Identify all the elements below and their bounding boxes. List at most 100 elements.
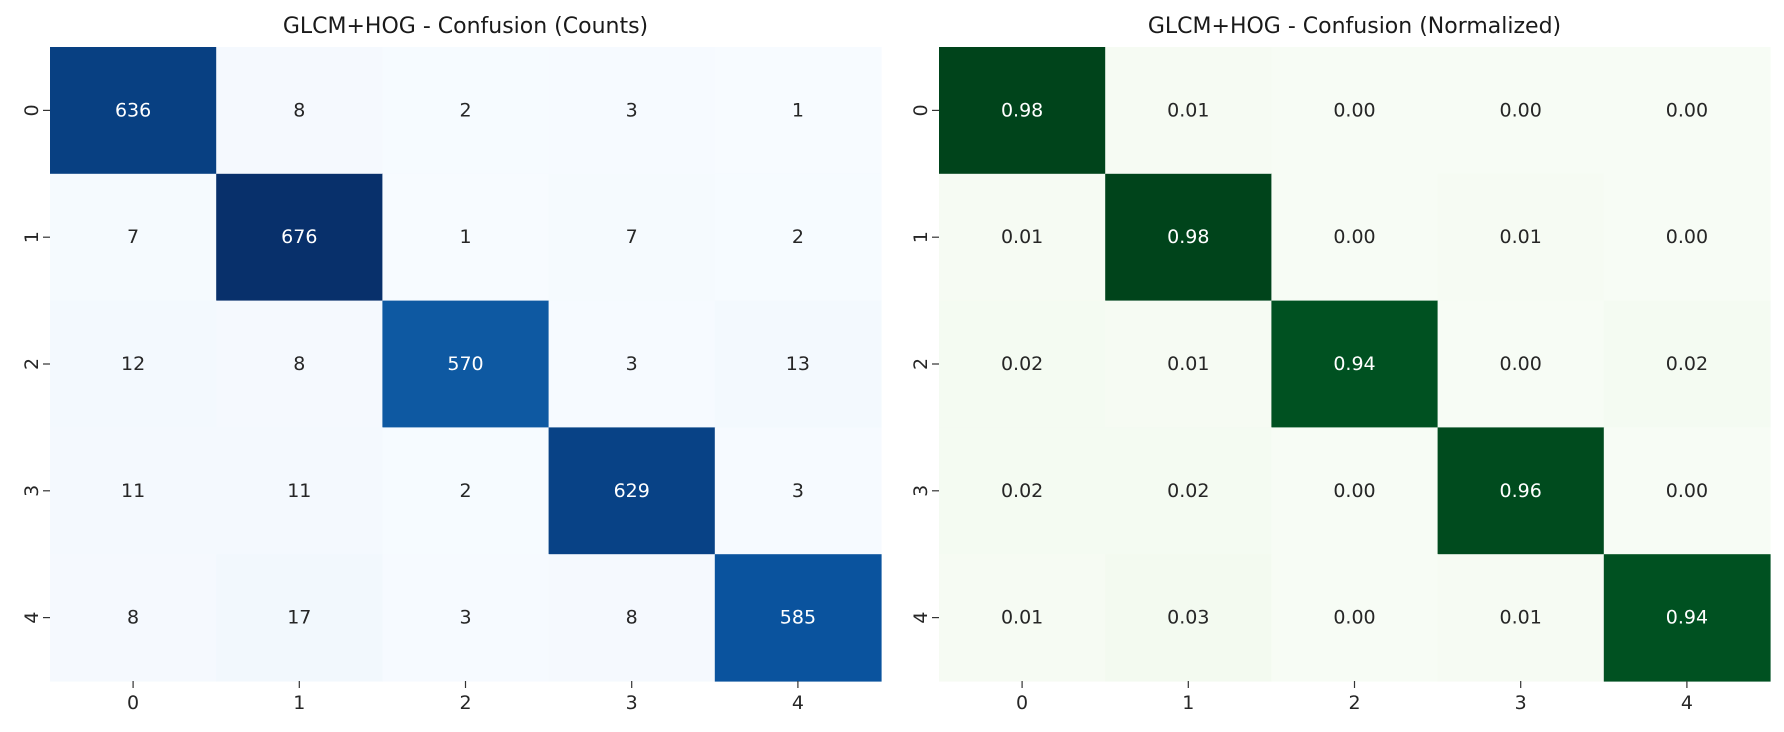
- normalized-cell-value-label: 0.00: [1666, 480, 1708, 502]
- normalized-cell-value-label: 0.02: [1001, 353, 1043, 375]
- normalized-y-tick-label: 0: [910, 104, 932, 116]
- counts-cell-value-label: 2: [459, 99, 471, 121]
- counts-cell-value-label: 2: [792, 226, 804, 248]
- counts-heatmap-cell: [216, 300, 383, 428]
- normalized-cell-value-label: 0.98: [1001, 99, 1043, 121]
- counts-cell-value-label: 2: [459, 480, 471, 502]
- counts-cell-value-label: 11: [121, 480, 145, 502]
- normalized-heatmap-cell: [1603, 554, 1771, 682]
- counts-heatmap-cell: [714, 47, 882, 175]
- normalized-cell-value-label: 0.00: [1333, 607, 1375, 629]
- normalized-cell-value-label: 0.01: [1500, 607, 1542, 629]
- counts-cell-value-label: 1: [792, 99, 804, 121]
- normalized-x-tick-label: 0: [1016, 692, 1028, 714]
- counts-x-tick-label: 2: [459, 692, 471, 714]
- normalized-heatmap-cell: [1105, 47, 1272, 175]
- normalized-y-tick-label: 2: [910, 358, 932, 370]
- normalized-heatmap-cell: [1437, 554, 1605, 682]
- normalized-heatmap-cell: [1271, 47, 1439, 175]
- normalized-cell-value-label: 0.00: [1333, 226, 1375, 248]
- normalized-cell-value-label: 0.00: [1666, 99, 1708, 121]
- normalized-heatmap-cell: [1437, 173, 1605, 302]
- counts-heatmap-cell: [50, 554, 217, 682]
- normalized-cell-value-label: 0.94: [1333, 353, 1375, 375]
- counts-heatmap-cell: [548, 427, 716, 555]
- normalized-cell-value-label: 0.02: [1167, 480, 1209, 502]
- normalized-heatmap-cell: [1437, 427, 1605, 555]
- normalized-heatmap-cell: [939, 427, 1106, 555]
- normalized-heatmap-cell: [1437, 47, 1605, 175]
- counts-x-tick-label: 3: [626, 692, 638, 714]
- counts-heatmap-cell: [216, 554, 383, 682]
- normalized-cell-value-label: 0.96: [1500, 480, 1542, 502]
- normalized-heatmap-cell: [939, 47, 1106, 175]
- normalized-y-tick-label: 3: [910, 485, 932, 497]
- counts-heatmap-cell: [216, 173, 383, 302]
- normalized-heatmap-cell: [1105, 300, 1272, 428]
- counts-cell-value-label: 1: [459, 226, 471, 248]
- counts-heatmap-cell: [714, 427, 882, 555]
- counts-heatmap-cell: [548, 300, 716, 428]
- normalized-heatmap-cell: [1603, 300, 1771, 428]
- counts-heatmap-cell: [50, 173, 217, 302]
- counts-heatmap-cell: [382, 173, 550, 302]
- counts-x-tick-label: 1: [293, 692, 305, 714]
- counts-heatmap-cell: [216, 47, 383, 175]
- normalized-heatmap-cell: [1271, 173, 1439, 302]
- normalized-heatmap-cell: [939, 173, 1106, 302]
- counts-cell-value-label: 13: [786, 353, 810, 375]
- normalized-chart-title: GLCM+HOG - Confusion (Normalized): [1148, 14, 1561, 39]
- counts-cell-value-label: 636: [115, 99, 151, 121]
- counts-heatmap-cell: [548, 47, 716, 175]
- counts-heatmap-cell: [714, 554, 882, 682]
- normalized-cell-value-label: 0.01: [1001, 226, 1043, 248]
- normalized-cell-value-label: 0.02: [1666, 353, 1708, 375]
- counts-cell-value-label: 8: [293, 353, 305, 375]
- counts-x-tick-label: 0: [127, 692, 139, 714]
- normalized-heatmap-cell: [1271, 300, 1439, 428]
- counts-heatmap-cell: [216, 427, 383, 555]
- counts-cell-value-label: 17: [287, 607, 311, 629]
- normalized-x-tick-label: 2: [1348, 692, 1360, 714]
- counts-cell-value-label: 3: [459, 607, 471, 629]
- counts-cell-value-label: 3: [626, 353, 638, 375]
- normalized-cell-value-label: 0.03: [1167, 607, 1209, 629]
- normalized-heatmap-cell: [1105, 427, 1272, 555]
- counts-heatmap-cell: [714, 173, 882, 302]
- counts-chart-title: GLCM+HOG - Confusion (Counts): [283, 14, 648, 39]
- normalized-heatmap-cell: [1603, 47, 1771, 175]
- normalized-x-tick-label: 1: [1182, 692, 1194, 714]
- normalized-cell-value-label: 0.00: [1500, 353, 1542, 375]
- normalized-cell-value-label: 0.00: [1333, 99, 1375, 121]
- counts-cell-value-label: 629: [614, 480, 650, 502]
- counts-cell-value-label: 7: [626, 226, 638, 248]
- normalized-heatmap-cell: [1105, 173, 1272, 302]
- normalized-heatmap-cell: [1603, 427, 1771, 555]
- normalized-cell-value-label: 0.02: [1001, 480, 1043, 502]
- counts-y-tick-label: 0: [21, 104, 43, 116]
- counts-heatmap-cell: [382, 300, 550, 428]
- normalized-cell-value-label: 0.00: [1666, 226, 1708, 248]
- normalized-x-tick-label: 4: [1681, 692, 1693, 714]
- counts-heatmap-cell: [382, 427, 550, 555]
- counts-heatmap-cell: [714, 300, 882, 428]
- normalized-y-tick-label: 1: [910, 231, 932, 243]
- counts-y-tick-label: 2: [21, 358, 43, 370]
- normalized-heatmap-cell: [1603, 173, 1771, 302]
- normalized-cell-value-label: 0.01: [1500, 226, 1542, 248]
- counts-y-tick-label: 3: [21, 485, 43, 497]
- counts-cell-value-label: 8: [626, 607, 638, 629]
- normalized-heatmap-cell: [939, 300, 1106, 428]
- counts-heatmap-cell: [548, 173, 716, 302]
- counts-x-tick-label: 4: [792, 692, 804, 714]
- normalized-heatmap-panel: GLCM+HOG - Confusion (Normalized) 0.98 0.…: [910, 14, 1771, 714]
- counts-cell-value-label: 3: [792, 480, 804, 502]
- counts-cell-value-label: 585: [780, 607, 816, 629]
- normalized-cell-value-label: 0.01: [1167, 99, 1209, 121]
- counts-cell-value-label: 8: [293, 99, 305, 121]
- counts-cell-value-label: 676: [281, 226, 317, 248]
- normalized-x-tick-label: 3: [1515, 692, 1527, 714]
- counts-heatmap-cell: [50, 300, 217, 428]
- counts-cell-value-label: 7: [127, 226, 139, 248]
